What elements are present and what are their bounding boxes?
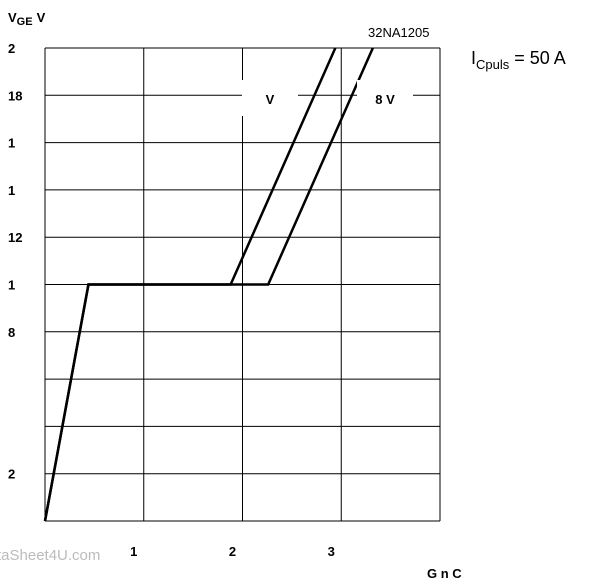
y-tick-label: 2 (8, 467, 15, 482)
x-axis-label: G n C (427, 566, 462, 581)
label-bg (242, 80, 298, 116)
y-tick-label: 12 (8, 230, 22, 245)
x-tick-label: 1 (130, 544, 137, 559)
series-label: 8 V (375, 92, 395, 107)
y-tick-label: 8 (8, 325, 15, 340)
y-tick-label: 1 (8, 136, 15, 151)
y-tick-label: 1 (8, 278, 15, 293)
x-tick-label: 3 (328, 544, 335, 559)
x-tick-label: 2 (229, 544, 236, 559)
y-tick-label: 1 (8, 183, 15, 198)
watermark: taSheet4U.com (0, 547, 100, 564)
y-tick-label: 2 (8, 41, 15, 56)
y-tick-label: 18 (8, 88, 22, 103)
y-axis-label: VGE V (8, 10, 46, 28)
code-label: 32NA1205 (368, 25, 429, 40)
annotation: ICpuls = 50 A (471, 48, 566, 72)
label-bg (357, 80, 413, 116)
series-label: V (266, 92, 275, 107)
line-series (43, 47, 374, 522)
